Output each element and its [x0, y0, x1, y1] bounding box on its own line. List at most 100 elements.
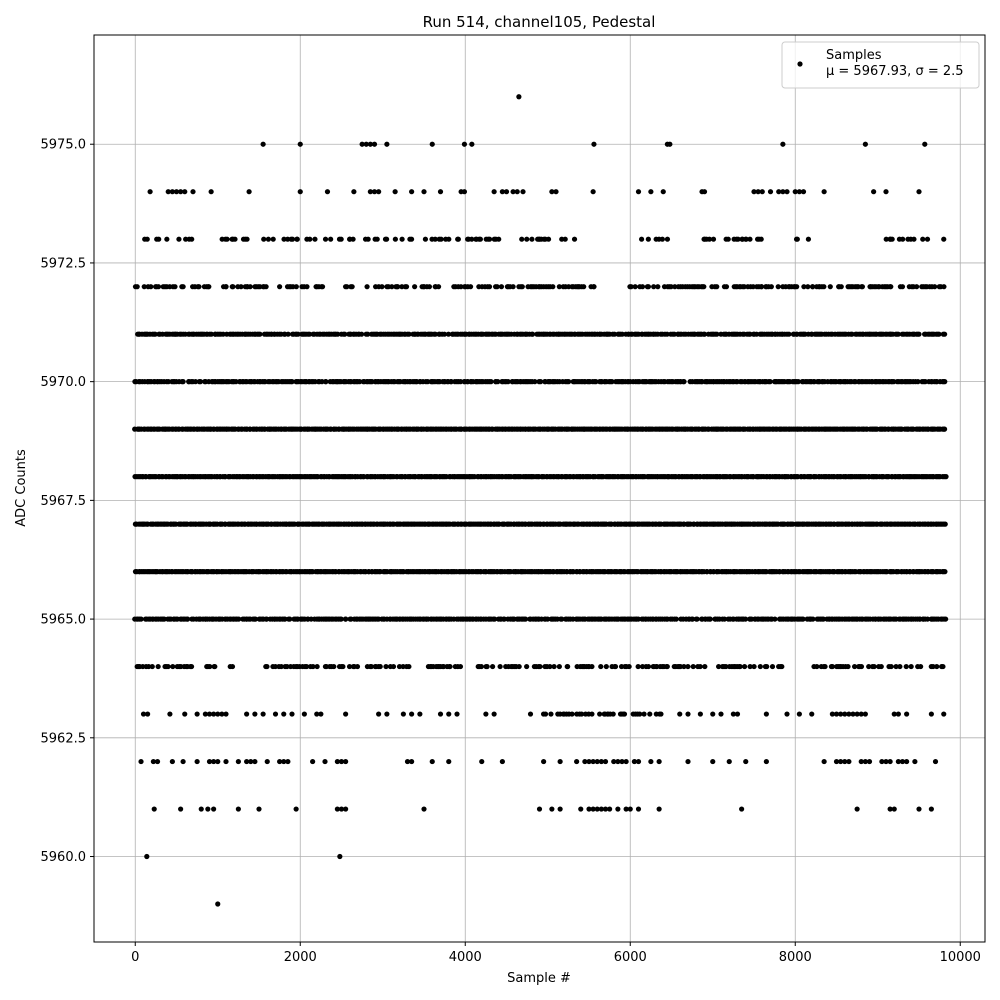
sample-point	[406, 331, 412, 337]
sample-point	[310, 758, 316, 765]
sample-point	[888, 663, 894, 670]
sample-point	[178, 189, 184, 195]
sample-point	[941, 236, 947, 242]
sample-point	[151, 806, 157, 812]
sample-point	[780, 189, 786, 195]
sample-point	[739, 806, 745, 812]
sample-point	[889, 236, 895, 242]
x-tick-label: 4000	[449, 950, 482, 965]
sample-point	[794, 284, 800, 290]
sample-point	[306, 331, 313, 337]
sample-point	[295, 331, 301, 337]
sample-point	[235, 806, 241, 812]
sample-point	[169, 758, 175, 765]
sample-point	[895, 331, 901, 337]
sample-point	[943, 474, 949, 480]
sample-point	[667, 141, 673, 147]
sample-point	[805, 284, 811, 290]
sample-point	[189, 236, 195, 242]
sample-point	[484, 663, 490, 670]
sample-point	[598, 663, 604, 670]
sample-point	[656, 758, 662, 765]
sample-point	[922, 141, 928, 147]
sample-point	[252, 711, 258, 717]
sample-point	[597, 711, 603, 717]
sample-point	[170, 663, 176, 670]
sample-point	[437, 189, 444, 195]
sample-point	[342, 331, 348, 337]
sample-point	[376, 189, 382, 195]
sample-point	[888, 284, 894, 290]
sample-point	[448, 379, 454, 385]
sample-point	[578, 806, 584, 812]
sample-point	[556, 663, 562, 670]
sample-point	[514, 189, 520, 195]
sample-point	[503, 189, 510, 195]
sample-point	[263, 284, 269, 290]
sample-point	[862, 141, 868, 147]
sample-point	[920, 236, 926, 242]
sample-point	[371, 141, 378, 147]
sample-point	[293, 806, 299, 812]
sample-point	[759, 189, 765, 195]
sample-point	[942, 569, 948, 575]
sample-point	[827, 284, 833, 290]
sample-point	[172, 284, 178, 290]
sample-point	[379, 284, 385, 290]
sample-point	[488, 379, 494, 385]
sample-point	[942, 521, 948, 527]
sample-point	[176, 236, 182, 242]
sample-point	[524, 663, 530, 670]
sample-point	[846, 758, 852, 765]
sample-point	[707, 616, 713, 622]
sample-point	[821, 284, 827, 290]
sample-point	[776, 189, 782, 195]
sample-point	[211, 806, 217, 812]
sample-point	[422, 236, 429, 242]
y-tick-label: 5965.0	[41, 613, 87, 628]
sample-point	[593, 379, 599, 385]
sample-point	[635, 189, 642, 195]
sample-point	[152, 331, 158, 337]
sample-point	[246, 189, 252, 195]
sample-point	[156, 236, 162, 242]
sample-point	[530, 331, 536, 337]
sample-point	[685, 711, 691, 717]
sample-point	[741, 284, 747, 290]
sample-point	[878, 663, 884, 670]
sample-point	[335, 331, 341, 337]
sample-point	[810, 284, 816, 290]
sample-point	[758, 236, 764, 242]
sample-point	[328, 236, 334, 242]
sample-point	[751, 663, 757, 670]
sample-point	[138, 758, 144, 765]
sample-point	[569, 711, 575, 717]
sample-point	[871, 189, 877, 195]
sample-point	[801, 284, 807, 290]
sample-point	[289, 379, 295, 385]
sample-point	[208, 331, 215, 337]
sample-point	[467, 284, 474, 290]
sample-point	[795, 379, 801, 385]
sample-point	[591, 284, 597, 290]
sample-point	[349, 284, 355, 290]
sample-point	[412, 284, 418, 290]
y-axis-label: ADC Counts	[14, 449, 29, 527]
sample-point	[510, 189, 516, 195]
sample-point	[591, 141, 597, 147]
sample-point	[446, 236, 452, 242]
sample-point	[538, 379, 544, 385]
sample-point	[252, 758, 258, 765]
sample-point	[858, 663, 865, 670]
sample-point	[706, 236, 713, 242]
sample-point	[942, 379, 948, 385]
sample-point	[645, 284, 652, 290]
sample-point	[343, 806, 349, 812]
sample-point	[188, 663, 195, 670]
sample-point	[897, 663, 903, 670]
sample-point	[495, 379, 501, 385]
sample-point	[147, 189, 153, 195]
sample-point	[371, 189, 378, 195]
sample-point	[374, 236, 380, 242]
sample-point	[297, 141, 303, 147]
